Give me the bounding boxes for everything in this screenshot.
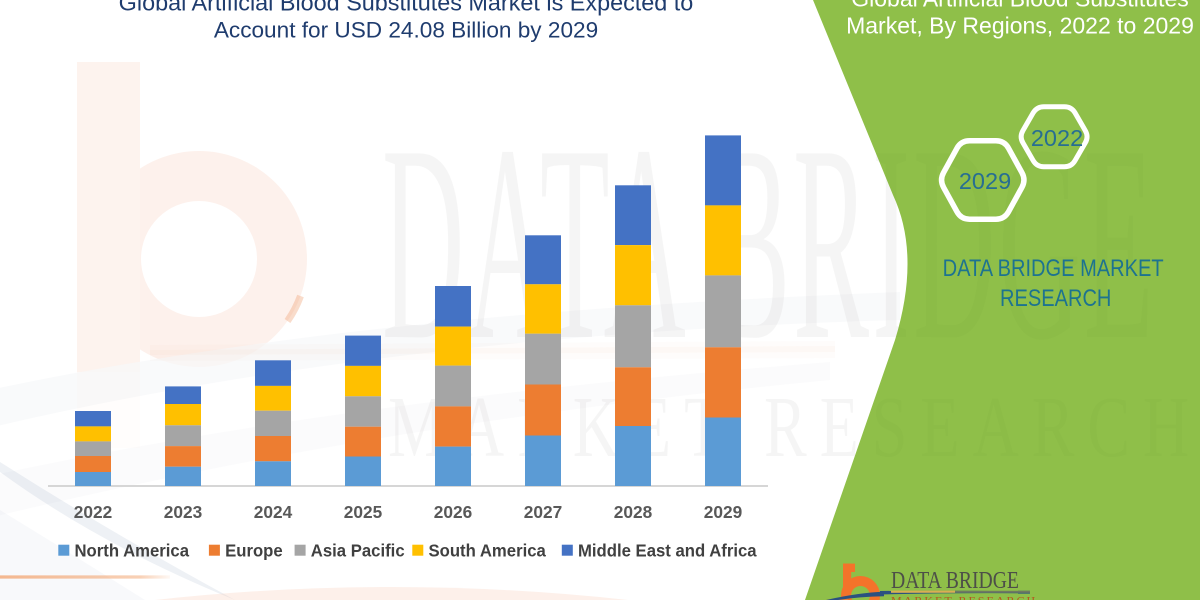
svg-text:Global Artificial Blood Substi: Global Artificial Blood Substitutes bbox=[851, 0, 1189, 12]
svg-text:Global Artificial Blood Substi: Global Artificial Blood Substitutes Mark… bbox=[119, 0, 694, 16]
svg-text:2022: 2022 bbox=[1031, 125, 1083, 151]
svg-text:2027: 2027 bbox=[524, 502, 562, 522]
svg-text:2026: 2026 bbox=[434, 502, 472, 522]
svg-text:2028: 2028 bbox=[614, 502, 653, 522]
svg-text:MARKET RESEARCH: MARKET RESEARCH bbox=[891, 594, 1037, 600]
svg-text:2024: 2024 bbox=[254, 502, 293, 522]
svg-text:2023: 2023 bbox=[164, 502, 202, 522]
svg-text:2029: 2029 bbox=[704, 502, 742, 522]
svg-text:South America: South America bbox=[429, 541, 547, 560]
svg-text:Account for USD 24.08 Billion: Account for USD 24.08 Billion by 2029 bbox=[214, 18, 598, 43]
svg-text:DATA BRIDGE MARKET: DATA BRIDGE MARKET bbox=[943, 254, 1164, 281]
svg-text:Asia Pacific: Asia Pacific bbox=[311, 541, 405, 560]
svg-text:2022: 2022 bbox=[74, 502, 112, 522]
svg-text:DATA BRIDGE: DATA BRIDGE bbox=[891, 566, 1019, 593]
svg-text:Europe: Europe bbox=[225, 541, 283, 560]
svg-text:2029: 2029 bbox=[959, 168, 1011, 194]
svg-text:Market, By Regions, 2022 to 20: Market, By Regions, 2022 to 2029 bbox=[846, 13, 1194, 39]
svg-text:Middle East and Africa: Middle East and Africa bbox=[578, 541, 757, 560]
svg-text:RESEARCH: RESEARCH bbox=[1000, 284, 1111, 311]
svg-text:2025: 2025 bbox=[344, 502, 383, 522]
svg-text:North America: North America bbox=[74, 541, 189, 560]
